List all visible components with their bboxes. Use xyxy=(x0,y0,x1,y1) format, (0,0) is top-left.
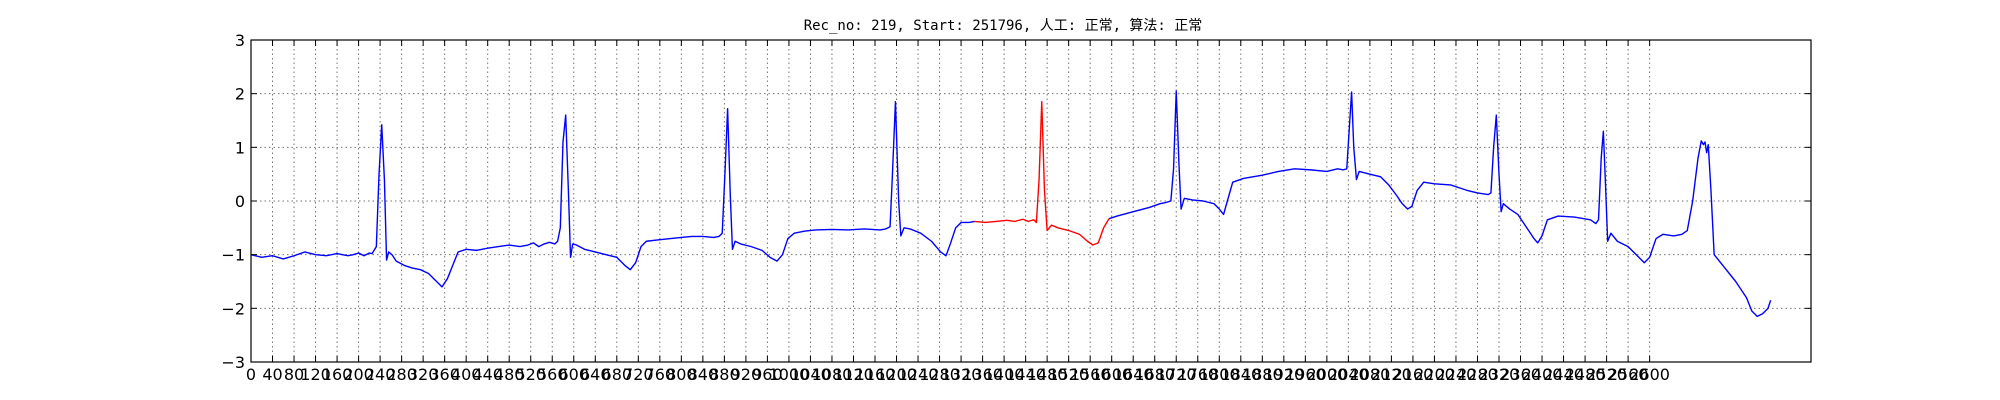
y-tick-label: 0 xyxy=(235,192,245,211)
ecg-series-line xyxy=(1108,90,1772,318)
x-tick-label: 2160 xyxy=(1393,365,1434,384)
x-tick-label: 760 xyxy=(645,365,676,384)
x-tick-label: 1760 xyxy=(1177,365,1218,384)
x-tick-label: 1600 xyxy=(1091,365,1132,384)
x-tick-label: 360 xyxy=(429,365,460,384)
y-tick-label: 3 xyxy=(235,31,245,50)
x-tick-label: 1640 xyxy=(1113,365,1154,384)
x-tick-label: 200 xyxy=(343,365,374,384)
x-tick-label: 1360 xyxy=(962,365,1003,384)
x-tick-label: 2360 xyxy=(1500,365,1541,384)
x-tick-label: 2480 xyxy=(1565,365,1606,384)
x-tick-label: 960 xyxy=(752,365,783,384)
x-tick-label: 600 xyxy=(558,365,589,384)
x-tick-label: 0 xyxy=(246,365,256,384)
ecg-series-line xyxy=(250,101,975,288)
x-tick-label: 1040 xyxy=(790,365,831,384)
x-tick-label: 2240 xyxy=(1436,365,1477,384)
x-tick-label: 240 xyxy=(365,365,396,384)
y-tick-label: 1 xyxy=(235,138,245,157)
x-tick-label: 2560 xyxy=(1608,365,1649,384)
grid-lines xyxy=(250,39,1811,363)
x-tick-label: 1200 xyxy=(876,365,917,384)
x-tick-label: 1840 xyxy=(1220,365,1261,384)
x-tick-label: 2320 xyxy=(1479,365,1520,384)
x-tick-label: 840 xyxy=(688,365,719,384)
x-tick-label: 160 xyxy=(322,365,353,384)
x-tick-label: 2440 xyxy=(1543,365,1584,384)
x-tick-label: 2200 xyxy=(1414,365,1455,384)
x-tick-label: 640 xyxy=(580,365,611,384)
x-tick-label: 1240 xyxy=(898,365,939,384)
x-tick-label: 800 xyxy=(666,365,697,384)
x-tick-label: 320 xyxy=(408,365,439,384)
x-tick-label: 80 xyxy=(284,365,304,384)
x-tick-label: 2600 xyxy=(1629,365,1670,384)
x-tick-label: 920 xyxy=(731,365,762,384)
x-tick-label: 880 xyxy=(709,365,740,384)
x-tick-label: 1120 xyxy=(833,365,874,384)
y-tick-label: 2 xyxy=(235,85,245,104)
x-tick-label: 120 xyxy=(300,365,331,384)
x-tick-label: 520 xyxy=(515,365,546,384)
x-tick-label: 1440 xyxy=(1005,365,1046,384)
series-lines xyxy=(250,90,1772,318)
x-tick-label: 1000 xyxy=(769,365,810,384)
x-tick-label: 1320 xyxy=(941,365,982,384)
x-tick-label: 2040 xyxy=(1328,365,1369,384)
x-tick-label: 40 xyxy=(262,365,282,384)
y-tick-label: −1 xyxy=(221,246,245,265)
x-tick-label: 1480 xyxy=(1027,365,1068,384)
x-tick-label: 1080 xyxy=(812,365,853,384)
x-tick-label: 1160 xyxy=(855,365,896,384)
x-tick-label: 1400 xyxy=(984,365,1025,384)
x-tick-label: 2520 xyxy=(1586,365,1627,384)
ecg-series-line xyxy=(974,101,1110,246)
x-tick-label: 560 xyxy=(537,365,568,384)
x-tick-label: 1560 xyxy=(1070,365,1111,384)
x-tick-label: 2120 xyxy=(1371,365,1412,384)
axis-ticks: 0 40 8012016020024028032036040044048052056… xyxy=(221,31,1811,384)
x-tick-label: 1680 xyxy=(1134,365,1175,384)
x-tick-label: 1960 xyxy=(1285,365,1326,384)
x-tick-label: 2280 xyxy=(1457,365,1498,384)
x-tick-label: 2000 xyxy=(1307,365,1348,384)
x-tick-label: 480 xyxy=(494,365,525,384)
x-tick-label: 720 xyxy=(623,365,654,384)
x-tick-label: 2080 xyxy=(1350,365,1391,384)
x-tick-label: 400 xyxy=(451,365,482,384)
x-tick-label: 1520 xyxy=(1048,365,1089,384)
x-tick-label: 1800 xyxy=(1199,365,1240,384)
x-tick-label: 440 xyxy=(472,365,503,384)
y-tick-label: −3 xyxy=(221,353,245,372)
x-tick-label: 2400 xyxy=(1522,365,1563,384)
x-tick-label: 1720 xyxy=(1156,365,1197,384)
x-tick-label: 280 xyxy=(386,365,417,384)
x-tick-label: 680 xyxy=(602,365,633,384)
x-tick-label: 1880 xyxy=(1242,365,1283,384)
y-tick-label: −2 xyxy=(221,299,245,318)
x-tick-label: 1280 xyxy=(919,365,960,384)
chart-title: Rec_no: 219, Start: 251796, 人工: 正常, 算法: … xyxy=(804,18,1203,34)
x-tick-label: 1920 xyxy=(1263,365,1304,384)
